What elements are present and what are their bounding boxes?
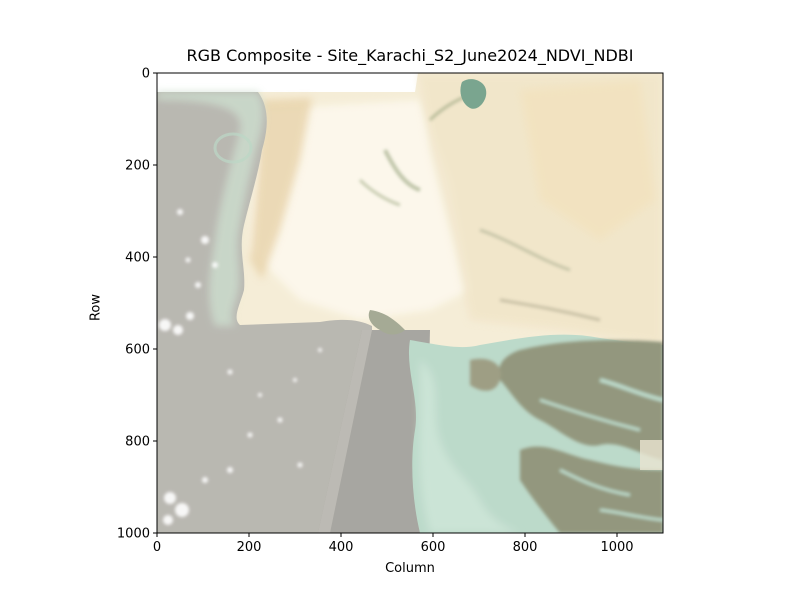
y-tick-label: 0 <box>142 67 150 82</box>
axes-frame <box>156 72 664 534</box>
y-tick-label: 800 <box>125 435 150 450</box>
figure-title: RGB Composite - Site_Karachi_S2_June2024… <box>186 46 634 65</box>
x-tick-label: 800 <box>513 540 538 555</box>
lake <box>460 79 487 109</box>
y-tick-label: 1000 <box>117 527 150 542</box>
x-tick-label: 600 <box>421 540 446 555</box>
x-tick-label: 200 <box>237 540 262 555</box>
x-tick-label: 400 <box>329 540 354 555</box>
mangrove-islands <box>470 340 663 533</box>
x-tick-label: 1000 <box>600 540 633 555</box>
sea-area <box>157 92 372 533</box>
satellite-image <box>157 73 663 533</box>
y-axis: 0 200 400 600 800 1000 <box>117 67 157 542</box>
x-axis: 0 200 400 600 800 1000 <box>153 533 634 555</box>
x-tick-label: 0 <box>153 540 161 555</box>
vegetation-patches <box>358 93 601 322</box>
x-axis-label: Column <box>385 561 435 576</box>
clouds <box>159 209 322 525</box>
y-tick-label: 400 <box>125 251 150 266</box>
y-tick-label: 200 <box>125 159 150 174</box>
y-axis-label: Row <box>88 293 104 322</box>
y-tick-label: 600 <box>125 343 150 358</box>
